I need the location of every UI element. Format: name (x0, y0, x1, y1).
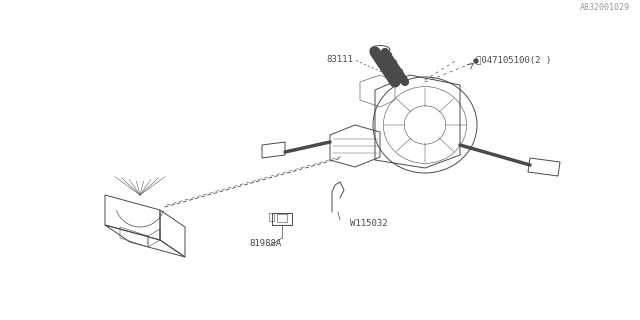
Circle shape (474, 59, 478, 63)
Text: Ⓢ047105100(2 ): Ⓢ047105100(2 ) (476, 55, 551, 64)
Text: 81988A: 81988A (249, 239, 281, 248)
Text: W115032: W115032 (350, 219, 388, 228)
Bar (272, 213, 292, 225)
Text: A832001029: A832001029 (580, 3, 630, 12)
Bar (269, 213, 274, 221)
Text: 83111: 83111 (326, 55, 353, 64)
Bar (277, 214, 287, 222)
